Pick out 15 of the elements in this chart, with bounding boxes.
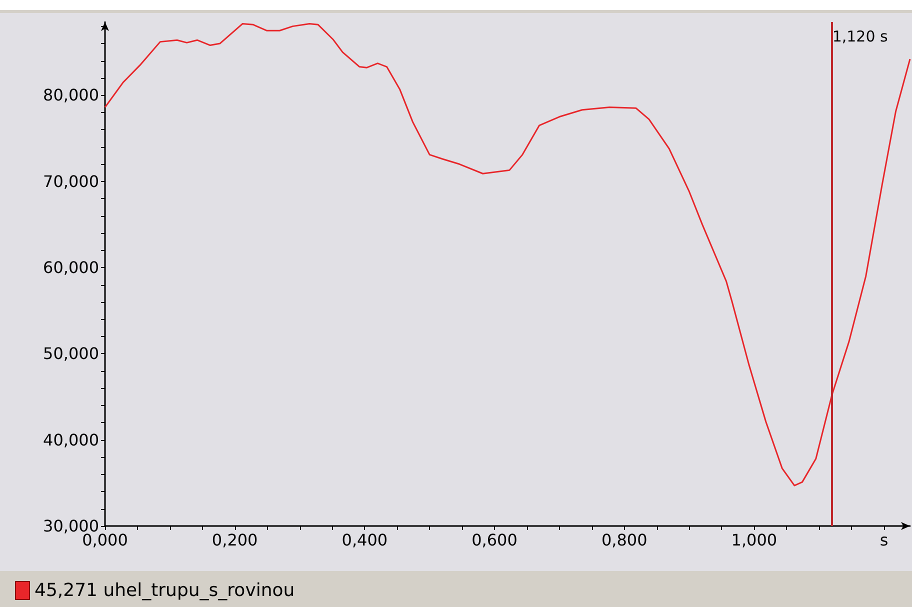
y-tick-label: 40,000: [43, 430, 99, 450]
y-tick-label: 60,000: [43, 258, 99, 278]
x-tick-label: 0,800: [601, 530, 648, 550]
line-series: [104, 22, 911, 486]
y-tick-label: 50,000: [43, 344, 99, 364]
x-tick-label: 0,200: [212, 530, 258, 550]
x-tick-label: 0,600: [472, 530, 518, 550]
legend-label: 45,271 uhel_trupu_s_rovinou: [34, 580, 295, 601]
x-tick-label: 0,400: [342, 530, 388, 550]
y-tick-label: 70,000: [43, 172, 99, 191]
ref-line-label: 1,120 s: [832, 28, 888, 46]
x-tick-label: s: [880, 530, 888, 550]
y-tick-label: 80,000: [43, 86, 99, 105]
x-tick-label: 0,000: [82, 530, 128, 550]
x-tick-label: 1,000: [731, 530, 778, 550]
